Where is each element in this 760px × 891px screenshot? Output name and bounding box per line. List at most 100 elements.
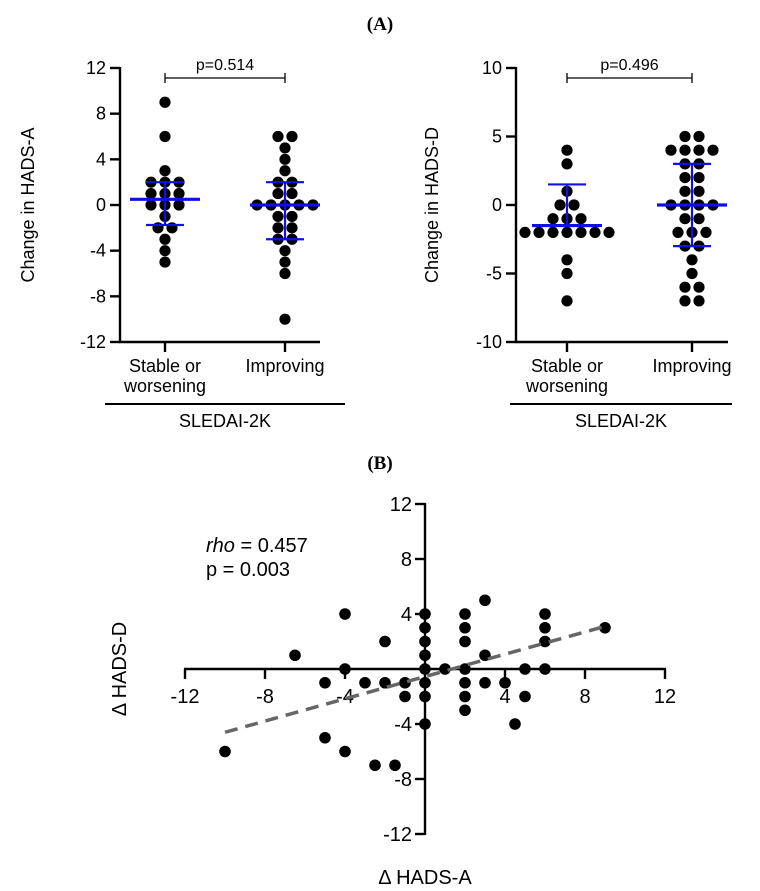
y-tick-label: 10 bbox=[482, 58, 502, 78]
data-point bbox=[419, 676, 431, 689]
y-tick-label: -8 bbox=[394, 769, 412, 791]
x-tick-label: -4 bbox=[336, 686, 354, 708]
data-point bbox=[389, 759, 401, 772]
data-point bbox=[379, 635, 391, 648]
data-point bbox=[279, 313, 291, 325]
data-point bbox=[679, 281, 691, 293]
y-tick-label: 0 bbox=[96, 195, 106, 215]
data-point bbox=[459, 704, 471, 717]
data-point bbox=[272, 130, 284, 143]
y-tick-label: -10 bbox=[476, 332, 502, 352]
y-tick-label: 0 bbox=[492, 195, 502, 215]
data-point bbox=[159, 256, 171, 268]
data-point bbox=[519, 663, 531, 675]
data-point bbox=[679, 295, 691, 307]
data-point bbox=[561, 254, 573, 266]
data-point bbox=[339, 745, 351, 758]
x-tick-label: -12 bbox=[171, 686, 200, 708]
x-axis-label: Δ HADS-A bbox=[378, 867, 472, 889]
data-point bbox=[547, 213, 559, 225]
y-tick-label: -8 bbox=[90, 286, 106, 306]
data-point bbox=[561, 295, 573, 307]
data-point bbox=[539, 635, 551, 648]
y-axis-label: Change in HADS-A bbox=[18, 127, 38, 282]
data-point bbox=[419, 690, 431, 703]
y-tick-label: 12 bbox=[390, 494, 412, 516]
data-point bbox=[359, 676, 371, 689]
data-point bbox=[575, 213, 587, 225]
data-point bbox=[539, 663, 551, 675]
panel-b-label: (B) bbox=[367, 453, 392, 474]
data-point bbox=[419, 608, 431, 620]
category-label: Improving bbox=[652, 356, 731, 376]
data-point bbox=[279, 153, 291, 165]
data-point bbox=[279, 142, 291, 154]
data-point bbox=[589, 226, 601, 238]
data-point bbox=[173, 187, 185, 200]
data-point bbox=[399, 690, 411, 703]
category-label: Improving bbox=[245, 356, 324, 376]
rho-symbol: rho bbox=[206, 535, 235, 557]
data-point bbox=[369, 759, 381, 772]
y-axis-label: Change in HADS-D bbox=[422, 127, 442, 283]
category-label: Stable or bbox=[129, 356, 201, 376]
data-point bbox=[693, 144, 705, 156]
hads-a-dot-plot: -12 -8 -4 0 4 8 12 Change in HADS-A Stable orwor… bbox=[18, 57, 345, 431]
data-point bbox=[665, 144, 677, 156]
data-point bbox=[539, 621, 551, 634]
data-point bbox=[286, 130, 298, 143]
y-tick-label: -12 bbox=[383, 824, 412, 846]
data-point bbox=[279, 256, 291, 268]
data-point bbox=[159, 96, 171, 108]
data-point bbox=[599, 621, 611, 634]
data-point bbox=[419, 621, 431, 634]
data-point bbox=[679, 130, 691, 143]
data-point bbox=[509, 718, 521, 730]
data-point bbox=[459, 676, 471, 689]
data-point bbox=[173, 199, 185, 211]
p-value-label: p=0.496 bbox=[600, 57, 658, 74]
data-point bbox=[289, 649, 301, 662]
data-point bbox=[272, 210, 284, 223]
data-point bbox=[319, 731, 331, 744]
y-axis-label: Δ HADS-D bbox=[109, 622, 131, 716]
data-point bbox=[679, 213, 691, 225]
rho-annotation: rho = 0.457 bbox=[206, 535, 308, 557]
data-point bbox=[272, 222, 284, 234]
data-point bbox=[672, 226, 684, 238]
p-value-annotation: p = 0.003 bbox=[206, 559, 290, 581]
data-point bbox=[519, 226, 531, 238]
data-point bbox=[419, 718, 431, 730]
y-tick-label: 4 bbox=[401, 604, 412, 626]
data-point bbox=[159, 165, 171, 177]
data-point bbox=[272, 187, 284, 200]
y-tick-label: 8 bbox=[401, 549, 412, 571]
trend-line bbox=[224, 624, 606, 734]
data-point bbox=[286, 222, 298, 234]
data-point bbox=[693, 213, 705, 225]
data-point bbox=[339, 663, 351, 675]
data-point bbox=[419, 663, 431, 675]
group-label: SLEDAI-2K bbox=[179, 411, 271, 431]
p-value-label: p=0.514 bbox=[196, 57, 254, 74]
data-point bbox=[533, 226, 545, 238]
data-point bbox=[568, 199, 580, 211]
data-point bbox=[693, 172, 705, 184]
x-tick-label: 8 bbox=[579, 686, 590, 708]
data-point bbox=[561, 144, 573, 156]
data-point bbox=[547, 226, 559, 238]
data-point bbox=[679, 185, 691, 197]
data-point bbox=[159, 245, 171, 257]
data-point bbox=[693, 185, 705, 197]
y-tick-label: -4 bbox=[394, 714, 412, 736]
data-point bbox=[439, 663, 451, 675]
correlation-scatter-plot: -12 -8 -4 4 8 12 -12 -8 -4 4 8 12 Δ HADS-A Δ HADS-D rh… bbox=[109, 494, 676, 889]
data-point bbox=[575, 226, 587, 238]
y-tick-label: -12 bbox=[80, 332, 106, 352]
data-point bbox=[459, 608, 471, 620]
y-tick-label: 12 bbox=[86, 58, 106, 78]
data-point bbox=[319, 676, 331, 689]
data-point bbox=[459, 690, 471, 703]
data-point bbox=[145, 199, 157, 211]
